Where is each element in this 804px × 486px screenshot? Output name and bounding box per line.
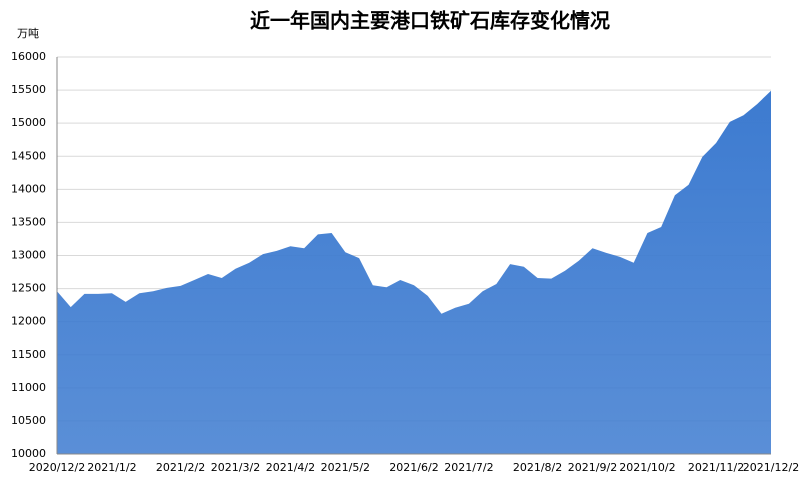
x-tick-label: 2021/5/2 xyxy=(321,461,370,474)
y-axis-label: 万吨 xyxy=(17,27,39,40)
y-tick-label: 11000 xyxy=(11,381,46,394)
y-tick-label: 15000 xyxy=(11,116,46,129)
x-tick-label: 2021/12/2 xyxy=(743,461,799,474)
chart-title: 近一年国内主要港口铁矿石库存变化情况 xyxy=(250,9,610,33)
y-tick-label: 12500 xyxy=(11,282,46,295)
y-tick-label: 14500 xyxy=(11,149,46,162)
x-tick-label: 2021/3/2 xyxy=(211,461,260,474)
y-tick-label: 11500 xyxy=(11,348,46,361)
x-tick-label: 2021/11/2 xyxy=(688,461,744,474)
x-tick-label: 2021/10/2 xyxy=(619,461,675,474)
area xyxy=(57,90,771,455)
x-tick-label: 2021/1/2 xyxy=(87,461,136,474)
y-tick-label: 10000 xyxy=(11,447,46,460)
y-tick-label: 12000 xyxy=(11,315,46,328)
x-tick-label: 2021/8/2 xyxy=(513,461,562,474)
x-tick-label: 2021/7/2 xyxy=(444,461,493,474)
y-tick-label: 15500 xyxy=(11,83,46,96)
y-tick-label: 13000 xyxy=(11,249,46,262)
x-tick-label: 2021/9/2 xyxy=(568,461,617,474)
y-tick-label: 10500 xyxy=(11,414,46,427)
x-tick-label: 2020/12/2 xyxy=(29,461,85,474)
x-tick-label: 2021/2/2 xyxy=(156,461,205,474)
y-tick-label: 13500 xyxy=(11,215,46,228)
y-tick-label: 14000 xyxy=(11,182,46,195)
y-tick-label: 16000 xyxy=(11,50,46,63)
x-tick-label: 2021/6/2 xyxy=(389,461,438,474)
x-tick-label: 2021/4/2 xyxy=(266,461,315,474)
